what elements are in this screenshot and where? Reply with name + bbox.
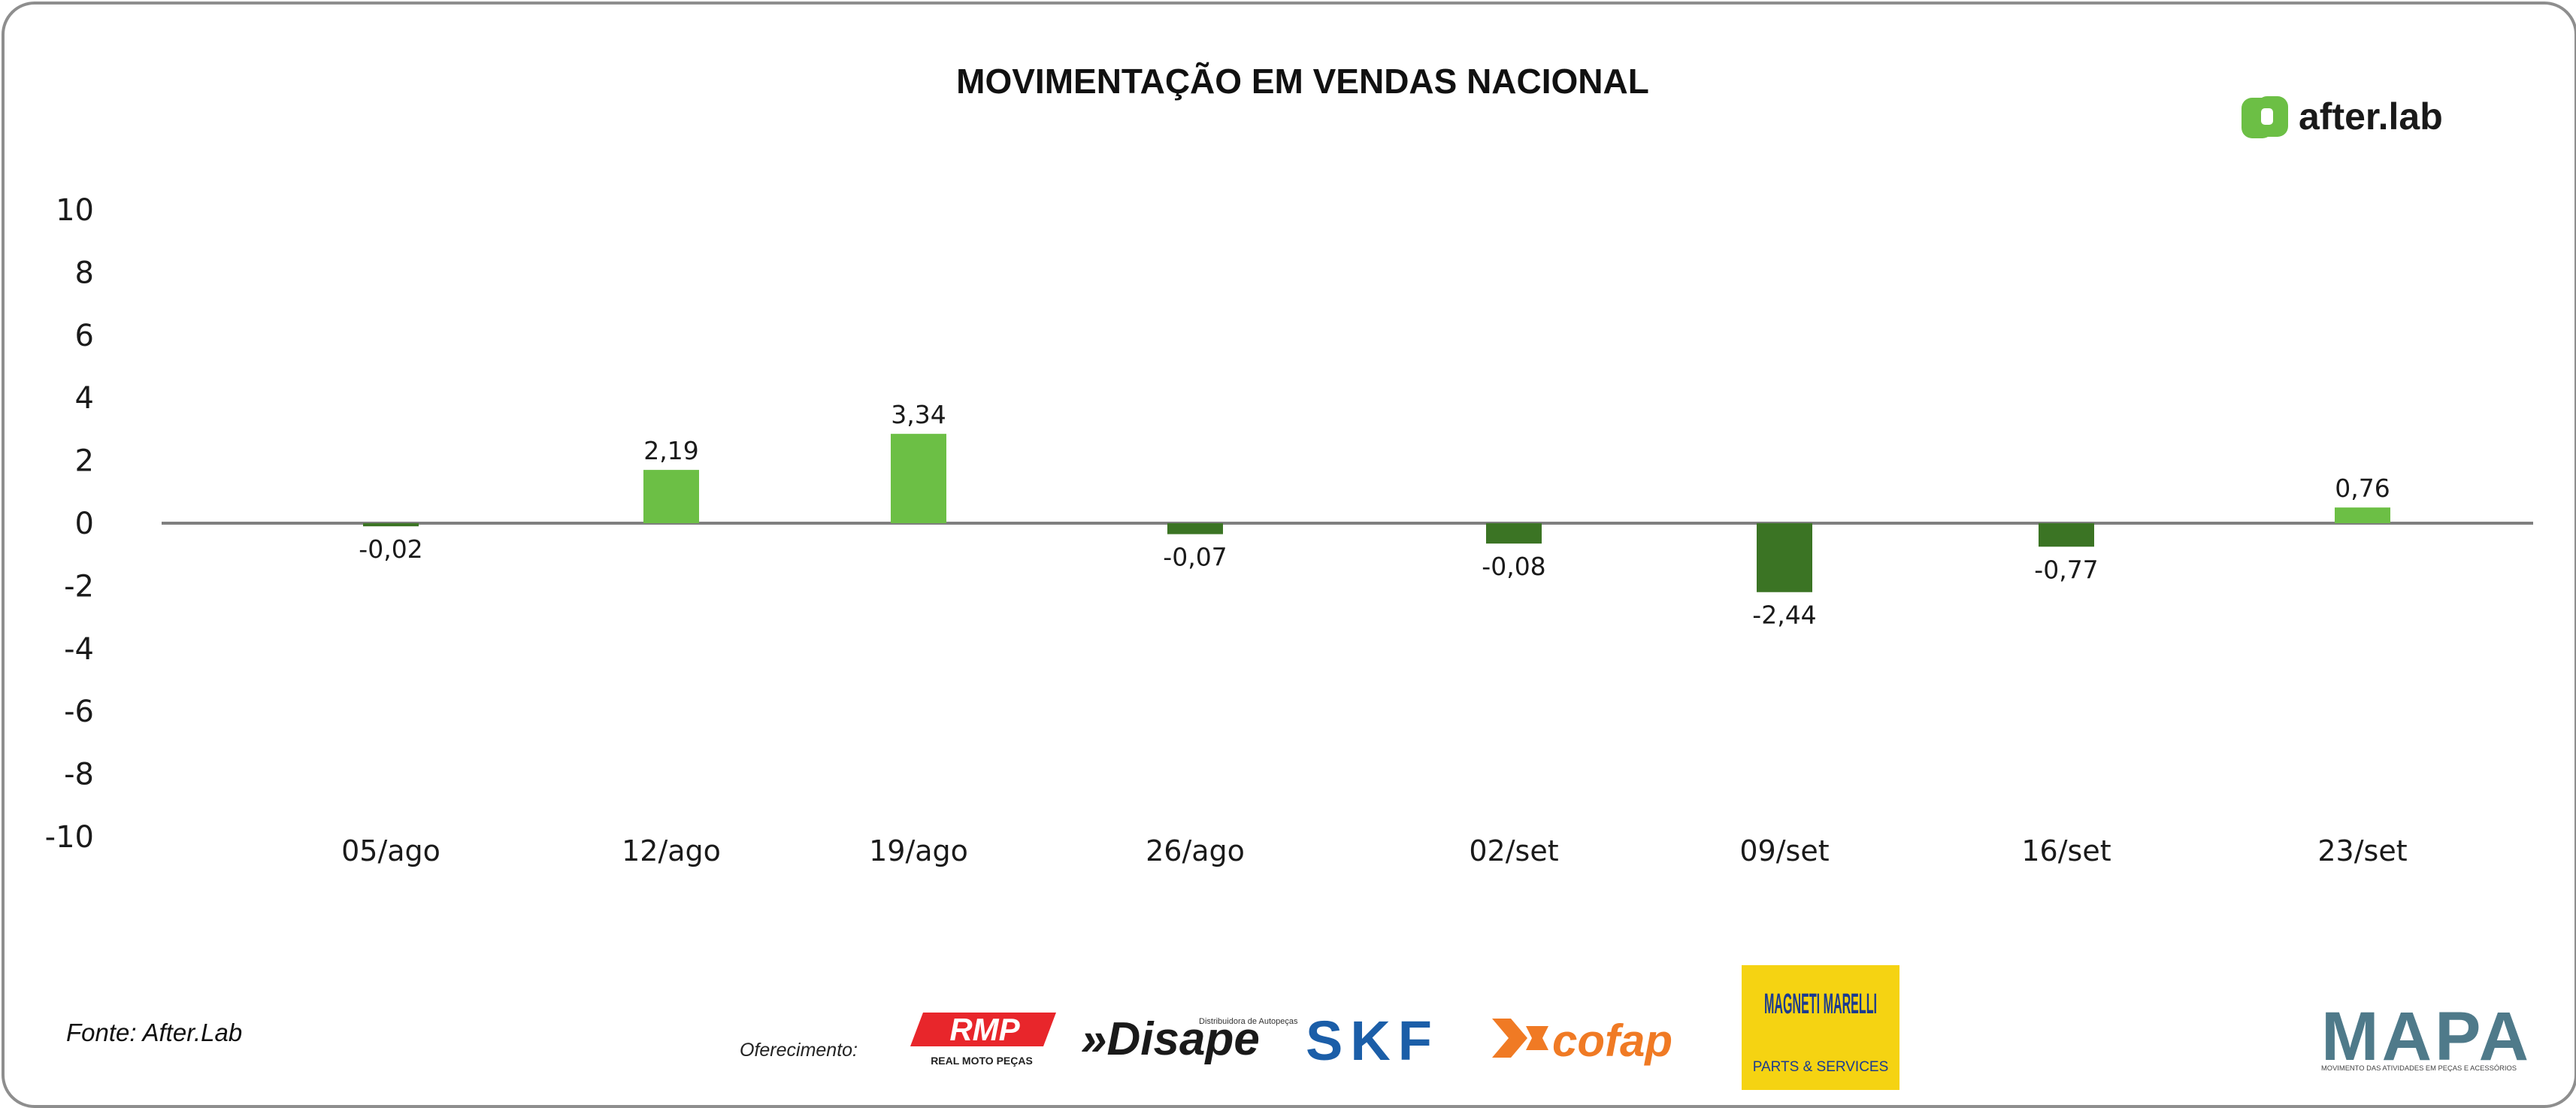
y-tick-label: -6: [64, 695, 94, 729]
bar: [643, 470, 699, 523]
skf-logo: SKF: [1306, 1010, 1439, 1072]
sponsor-label: Oferecimento:: [740, 1040, 858, 1061]
mapa-subtitle: MOVIMENTO DAS ATIVIDADES EM PEÇAS E ACES…: [2321, 1064, 2517, 1072]
y-axis: 10 8 6 4 2 0 -2 -4 -6 -8 -10: [45, 193, 94, 855]
rmp-logo: RMP REAL MOTO PEÇAS: [910, 1012, 1056, 1067]
rmp-subtitle: REAL MOTO PEÇAS: [931, 1055, 1033, 1067]
afterlab-logo: after.lab: [2242, 95, 2443, 138]
x-axis: 05/ago 12/ago 19/ago 26/ago 02/set 09/set 16/s…: [341, 834, 2408, 867]
data-label: 0,76: [2335, 474, 2390, 503]
x-tick-label: 23/set: [2317, 834, 2407, 867]
bar: [363, 523, 419, 527]
data-labels: -0,02 2,19 3,34 -0,07 -0,08 -2,44 -0,77 0,76: [359, 400, 2390, 630]
afterlab-icon: [2242, 96, 2288, 138]
x-tick-label: 12/ago: [622, 834, 721, 867]
data-label: 3,34: [891, 400, 946, 429]
skf-wordmark: SKF: [1306, 1010, 1439, 1072]
bar: [2039, 523, 2094, 547]
x-tick-label: 26/ago: [1146, 834, 1245, 867]
rmp-wordmark: RMP: [949, 1012, 1020, 1047]
disape-logo: »Disape Distribuidora de Autopeças: [1081, 1013, 1298, 1065]
y-tick-label: 10: [56, 193, 94, 228]
y-tick-label: 2: [75, 444, 94, 479]
mapa-wordmark: MAPA: [2321, 998, 2532, 1075]
chart-title: MOVIMENTAÇÃO EM VENDAS NACIONAL: [956, 62, 1649, 101]
y-tick-label: -2: [64, 569, 94, 604]
afterlab-wordmark: after.lab: [2299, 95, 2443, 138]
bar: [2335, 507, 2390, 523]
y-tick-label: 4: [75, 381, 94, 416]
x-tick-label: 02/set: [1469, 834, 1558, 867]
y-tick-label: 8: [75, 256, 94, 290]
cofap-logo: cofap: [1492, 1016, 1672, 1066]
bar: [1486, 523, 1542, 544]
cofap-wordmark: cofap: [1552, 1016, 1672, 1066]
y-tick-label: -10: [45, 820, 94, 855]
mapa-logo: MAPA MOVIMENTO DAS ATIVIDADES EM PEÇAS E…: [2321, 998, 2532, 1075]
y-tick-label: 6: [75, 319, 94, 353]
magneti-marelli-subtitle: PARTS & SERVICES: [1753, 1059, 1889, 1075]
x-tick-label: 05/ago: [341, 834, 440, 867]
y-tick-label: 0: [75, 507, 94, 541]
bars: [363, 434, 2390, 592]
data-label: -0,02: [359, 534, 422, 564]
bar: [1757, 523, 1812, 592]
x-tick-label: 19/ago: [869, 834, 968, 867]
magneti-marelli-wordmark: MAGNETI MARELLI: [1764, 988, 1877, 1020]
y-tick-label: -4: [64, 632, 94, 667]
bar: [1167, 523, 1223, 534]
data-label: -0,07: [1163, 543, 1227, 572]
x-tick-label: 16/set: [2021, 834, 2111, 867]
y-tick-label: -8: [64, 758, 94, 792]
data-label: -0,77: [2034, 555, 2098, 584]
data-label: -0,08: [1482, 552, 1545, 581]
bar: [891, 434, 946, 523]
data-label: 2,19: [643, 436, 698, 465]
x-tick-label: 09/set: [1739, 834, 1829, 867]
disape-subtitle: Distribuidora de Autopeças: [1199, 1017, 1298, 1026]
disape-wordmark: »Disape: [1081, 1013, 1260, 1065]
magneti-marelli-logo: MAGNETI MARELLI PARTS & SERVICES: [1742, 965, 1899, 1090]
source-note: Fonte: After.Lab: [66, 1019, 242, 1046]
data-label: -2,44: [1752, 601, 1816, 630]
